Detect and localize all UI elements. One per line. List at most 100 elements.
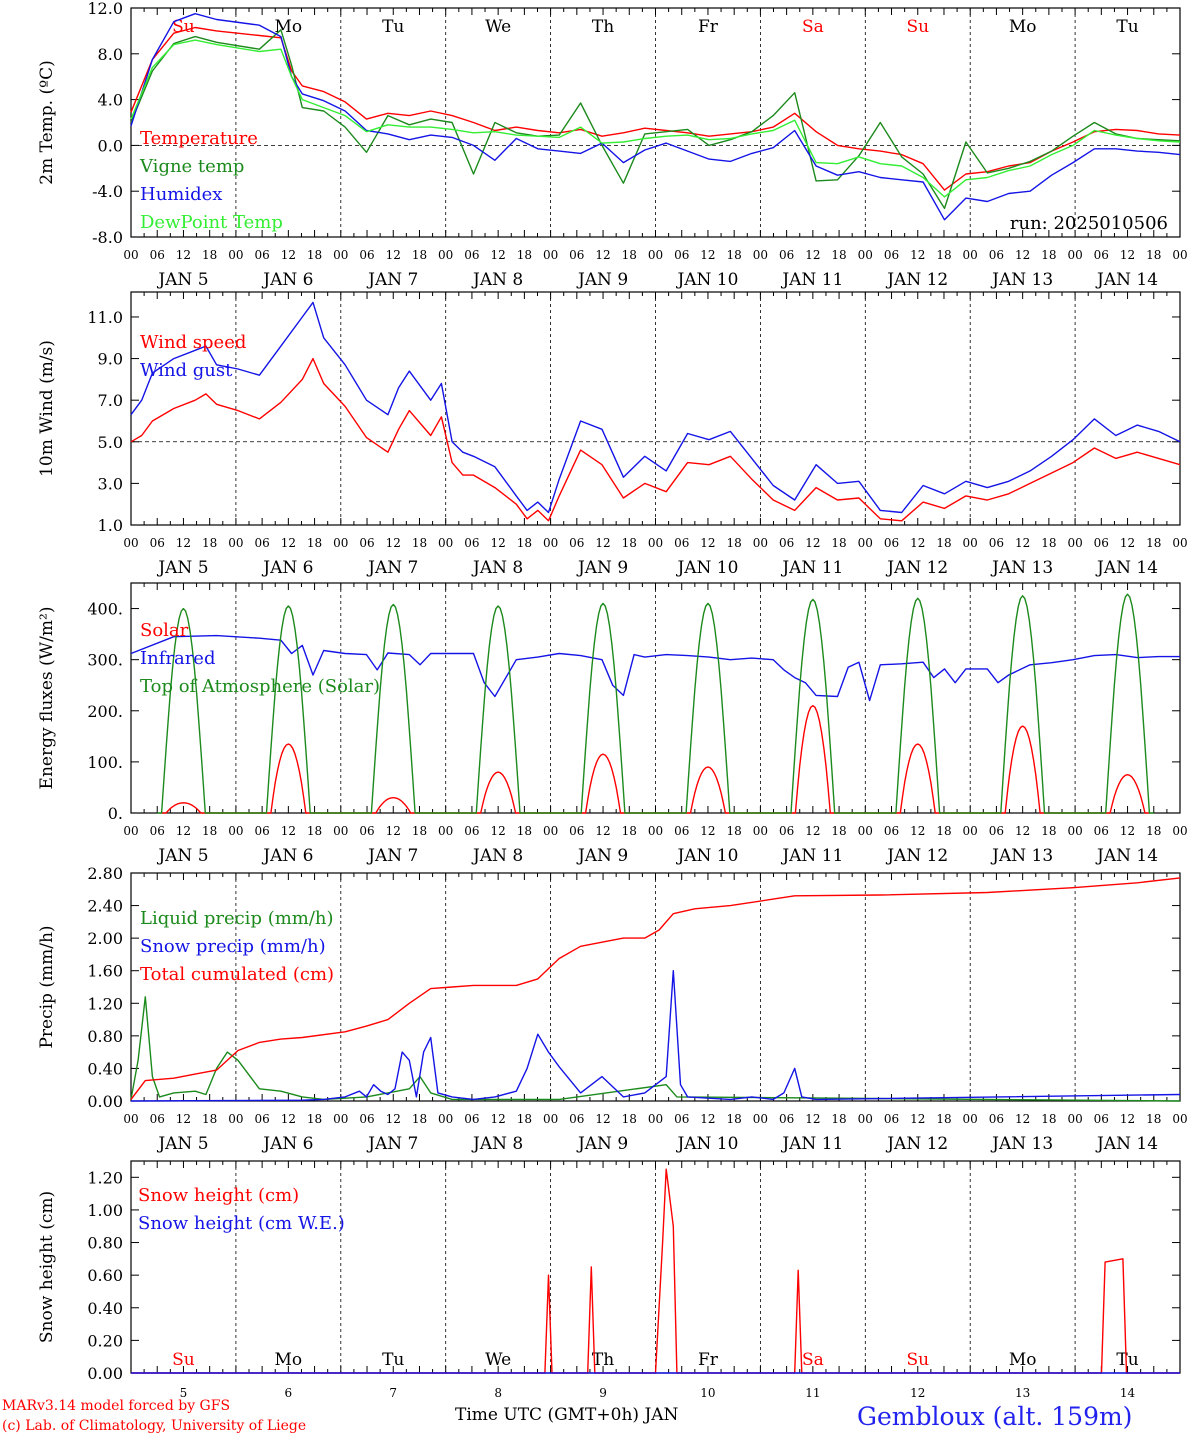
hour-label: 00 <box>858 536 873 550</box>
date-label: JAN 7 <box>366 1134 418 1154</box>
hour-label: 00 <box>648 1112 663 1126</box>
hour-label: 18 <box>307 1112 322 1126</box>
hour-label: 06 <box>569 248 584 262</box>
day-number-label: 5 <box>180 1386 188 1400</box>
hour-label: 18 <box>1041 824 1056 838</box>
y-tick-label: 0.20 <box>87 1331 123 1350</box>
hour-label: 12 <box>491 824 506 838</box>
hour-label: 00 <box>1172 1112 1187 1126</box>
hour-label: 00 <box>1172 248 1187 262</box>
hour-label: 12 <box>805 536 820 550</box>
hour-label: 18 <box>936 248 951 262</box>
date-label: JAN 14 <box>1095 270 1158 290</box>
series-line-total-cumulated-cm- <box>130 877 1181 1100</box>
hour-label: 12 <box>281 824 296 838</box>
hour-label: 06 <box>464 824 479 838</box>
legend-entry: Liquid precip (mm/h) <box>140 908 334 929</box>
hour-label: 06 <box>569 824 584 838</box>
hour-label: 06 <box>254 824 269 838</box>
series-line-humidex <box>130 13 1181 221</box>
weekday-label: We <box>485 17 511 37</box>
date-label: JAN 12 <box>885 270 948 290</box>
legend-entry: Humidex <box>140 184 222 205</box>
hour-label: 18 <box>831 1112 846 1126</box>
date-label: JAN 7 <box>366 846 418 866</box>
hour-label: 00 <box>858 248 873 262</box>
hour-label: 12 <box>700 536 715 550</box>
hour-label: 06 <box>569 536 584 550</box>
weekday-label: Su <box>172 17 195 37</box>
hour-label: 18 <box>622 536 637 550</box>
hour-label: 12 <box>805 248 820 262</box>
y-tick-label: 100. <box>87 753 123 772</box>
y-tick-label: 1.60 <box>87 962 123 981</box>
hour-label: 12 <box>1015 536 1030 550</box>
hour-label: 00 <box>333 1112 348 1126</box>
hour-label: 18 <box>936 824 951 838</box>
y-tick-label: 12.0 <box>87 0 123 18</box>
hour-label: 18 <box>412 1112 427 1126</box>
y-tick-label: -4.0 <box>92 182 123 201</box>
hour-label: 12 <box>386 536 401 550</box>
hour-label: 18 <box>936 1112 951 1126</box>
legend-entry: DewPoint Temp <box>140 212 283 233</box>
weekday-label: Su <box>172 1350 195 1370</box>
hour-label: 18 <box>517 824 532 838</box>
hour-label: 06 <box>150 824 165 838</box>
hour-label: 18 <box>307 248 322 262</box>
weekday-label: Su <box>906 1350 929 1370</box>
date-label: JAN 8 <box>471 846 523 866</box>
hour-label: 18 <box>202 1112 217 1126</box>
hour-label: 06 <box>150 536 165 550</box>
day-number-label: 12 <box>910 1386 925 1400</box>
hour-label: 12 <box>595 536 610 550</box>
hour-label: 06 <box>884 1112 899 1126</box>
hour-label: 06 <box>359 536 374 550</box>
hour-label: 12 <box>491 248 506 262</box>
hour-label: 06 <box>464 536 479 550</box>
hour-label: 06 <box>254 248 269 262</box>
date-label: JAN 13 <box>990 1134 1053 1154</box>
date-label: JAN 14 <box>1095 846 1158 866</box>
hour-label: 12 <box>176 824 191 838</box>
hour-label: 00 <box>1172 536 1187 550</box>
hour-label: 12 <box>1120 824 1135 838</box>
hour-label: 00 <box>648 248 663 262</box>
hour-label: 12 <box>700 824 715 838</box>
hour-label: 12 <box>910 248 925 262</box>
hour-label: 00 <box>228 536 243 550</box>
hour-label: 00 <box>648 824 663 838</box>
hour-label: 00 <box>228 824 243 838</box>
date-label: JAN 5 <box>156 558 208 578</box>
hour-label: 00 <box>963 248 978 262</box>
hour-label: 00 <box>963 536 978 550</box>
hour-label: 18 <box>202 824 217 838</box>
weekday-label: Mo <box>1009 17 1037 37</box>
hour-label: 00 <box>963 1112 978 1126</box>
hour-label: 18 <box>517 1112 532 1126</box>
day-number-label: 11 <box>805 1386 820 1400</box>
day-number-label: 10 <box>700 1386 715 1400</box>
hour-label: 06 <box>254 536 269 550</box>
date-label: JAN 13 <box>990 270 1053 290</box>
day-number-label: 9 <box>599 1386 607 1400</box>
weekday-label: Fr <box>698 17 719 37</box>
weekday-label: We <box>485 1350 511 1370</box>
hour-label: 00 <box>963 824 978 838</box>
hour-label: 18 <box>517 536 532 550</box>
hour-label: 06 <box>1094 248 1109 262</box>
y-tick-label: 0.80 <box>87 1234 123 1253</box>
date-label: JAN 10 <box>675 1134 738 1154</box>
hour-label: 06 <box>1094 536 1109 550</box>
hour-label: 18 <box>727 1112 742 1126</box>
hour-label: 12 <box>1015 248 1030 262</box>
hour-label: 12 <box>386 824 401 838</box>
date-label: JAN 10 <box>675 846 738 866</box>
date-label: JAN 6 <box>261 558 313 578</box>
y-tick-label: 2.40 <box>87 897 123 916</box>
legend-entry: Solar <box>140 620 189 641</box>
hour-label: 18 <box>202 248 217 262</box>
hour-label: 06 <box>779 536 794 550</box>
hour-label: 06 <box>884 824 899 838</box>
